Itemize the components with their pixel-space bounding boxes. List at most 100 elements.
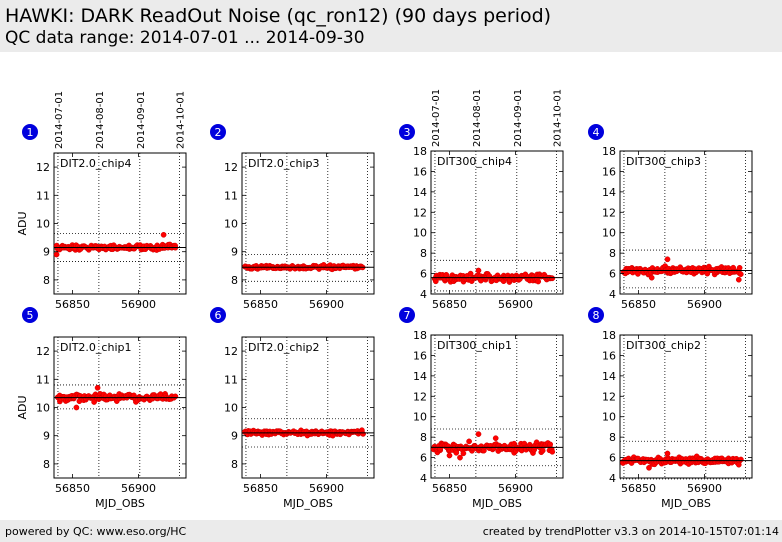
- y-tick-label: 12: [413, 390, 427, 403]
- data-point: [664, 256, 671, 263]
- y-tick-label: 10: [224, 402, 238, 415]
- y-tick-label: 8: [43, 458, 50, 471]
- header-bar: HAWKI: DARK ReadOut Noise (qc_ron12) (90…: [0, 0, 782, 52]
- panel-number-badge: [22, 307, 38, 323]
- plot-frame: [241, 336, 375, 479]
- x-axis-label: MJD_OBS: [661, 497, 711, 510]
- x-tick-label: 56900: [498, 298, 533, 311]
- y-tick-label: 14: [413, 186, 427, 199]
- data-point: [467, 270, 474, 277]
- panel-1: 8 9 10 11 12 56850 56900 DIT2.0_chip4 1 ADU 2014-0…: [16, 91, 187, 311]
- panel-number: 4: [593, 126, 600, 139]
- panel-7: 4 6 8 10 12 14 16 18 56850 56900 DIT300_chip1 7 MJD_…: [399, 307, 564, 510]
- panel-number-badge: [210, 307, 226, 323]
- panel-3: 4 6 8 10 12 14 16 18 56850 56900 DIT300_chip4 3 2014…: [399, 89, 564, 311]
- x-axis-label: MJD_OBS: [283, 497, 333, 510]
- date-tick-label: 2014-07-01: [431, 89, 442, 147]
- x-axis-label: MJD_OBS: [472, 497, 522, 510]
- x-tick-label: 56900: [309, 482, 344, 495]
- x-axis-label: MJD_OBS: [95, 497, 145, 510]
- x-tick-label: 56900: [121, 298, 156, 311]
- data-point: [646, 464, 652, 471]
- data-point: [535, 278, 542, 285]
- panel-4: 4 6 8 10 12 14 16 18 56850 56900 DIT300_chip3 4: [588, 124, 753, 311]
- y-tick-label: 18: [413, 145, 427, 158]
- panel-label: DIT2.0_chip2: [248, 341, 319, 354]
- y-axis-label: ADU: [16, 395, 29, 419]
- x-tick-label: 56900: [498, 482, 533, 495]
- y-tick-label: 10: [413, 411, 427, 424]
- y-tick-label: 12: [36, 345, 50, 358]
- y-tick-label: 18: [602, 329, 616, 342]
- panel-number-badge: [399, 307, 415, 323]
- y-tick-label: 18: [602, 145, 616, 158]
- x-tick-label: 56900: [687, 482, 722, 495]
- y-tick-label: 8: [231, 274, 238, 287]
- data-point: [547, 441, 554, 448]
- date-tick-label: 2014-07-01: [54, 91, 65, 149]
- y-tick-label: 18: [413, 329, 427, 342]
- date-tick-label: 2014-10-01: [552, 89, 563, 147]
- data-point: [737, 271, 744, 278]
- y-tick-label: 11: [36, 189, 50, 202]
- footer-credit: powered by QC: www.eso.org/HC: [5, 525, 187, 538]
- data-point: [539, 447, 546, 454]
- y-tick-label: 8: [231, 458, 238, 471]
- y-tick-label: 4: [420, 472, 427, 485]
- panel-number-badge: [22, 124, 38, 140]
- footer-created: created by trendPlotter v3.3 on 2014-10-…: [482, 525, 779, 538]
- data-point: [460, 450, 467, 457]
- panel-label: DIT2.0_chip3: [248, 157, 319, 170]
- data-point: [549, 275, 556, 282]
- plot-frame: [53, 152, 187, 295]
- y-tick-label: 6: [420, 452, 427, 465]
- panel-label: DIT300_chip4: [437, 155, 512, 168]
- y-tick-label: 12: [224, 345, 238, 358]
- data-point: [549, 448, 556, 455]
- panel-label: DIT300_chip2: [626, 339, 701, 352]
- y-tick-label: 6: [609, 452, 616, 465]
- data-point: [475, 431, 482, 437]
- y-tick-label: 12: [36, 161, 50, 174]
- y-tick-label: 12: [224, 161, 238, 174]
- panel-2: 8 9 10 11 12 56850 56900 DIT2.0_chip3 2: [210, 124, 375, 311]
- y-tick-label: 4: [609, 472, 616, 485]
- footer-bar: powered by QC: www.eso.org/HC created by…: [0, 520, 782, 542]
- y-tick-label: 11: [224, 189, 238, 202]
- x-tick-label: 56850: [243, 298, 278, 311]
- data-point: [475, 267, 482, 274]
- trend-plots: 8 9 10 11 12 56850 56900 DIT2.0_chip4 1 ADU 2014-0…: [16, 89, 753, 510]
- data-point: [160, 231, 167, 238]
- x-tick-label: 56850: [55, 298, 90, 311]
- y-tick-label: 8: [43, 274, 50, 287]
- y-tick-label: 16: [602, 165, 616, 178]
- page-subtitle: QC data range: 2014-07-01 ... 2014-09-30: [5, 28, 365, 48]
- x-tick-label: 56850: [432, 298, 467, 311]
- panel-label: DIT2.0_chip4: [60, 157, 131, 170]
- data-point: [492, 435, 499, 442]
- y-tick-label: 9: [43, 430, 50, 443]
- y-tick-label: 16: [413, 349, 427, 362]
- date-tick-label: 2014-09-01: [513, 89, 524, 147]
- panel-8: 4 6 8 10 12 14 16 18 56850 56900 DIT300_chip2 8 MJD_…: [588, 307, 753, 510]
- y-tick-label: 10: [602, 227, 616, 240]
- y-tick-label: 8: [609, 247, 616, 260]
- y-tick-label: 9: [43, 246, 50, 259]
- panel-5: 8 9 10 11 12 56850 56900 DIT2.0_chip1 5 ADU MJD_OB…: [16, 307, 187, 510]
- data-point: [466, 438, 472, 445]
- data-point: [53, 251, 60, 258]
- y-tick-label: 4: [609, 288, 616, 301]
- panel-number-badge: [588, 124, 604, 140]
- x-tick-label: 56850: [55, 482, 90, 495]
- date-tick-label: 2014-08-01: [472, 89, 483, 147]
- y-tick-label: 16: [602, 349, 616, 362]
- panel-number-badge: [588, 307, 604, 323]
- plot-frame: [241, 152, 375, 295]
- data-point: [360, 431, 366, 437]
- panel-number: 1: [27, 126, 34, 139]
- date-tick-label: 2014-09-01: [136, 91, 147, 149]
- data-point: [73, 404, 80, 411]
- panel-number: 7: [404, 309, 411, 322]
- y-tick-label: 10: [36, 402, 50, 415]
- y-tick-label: 12: [602, 390, 616, 403]
